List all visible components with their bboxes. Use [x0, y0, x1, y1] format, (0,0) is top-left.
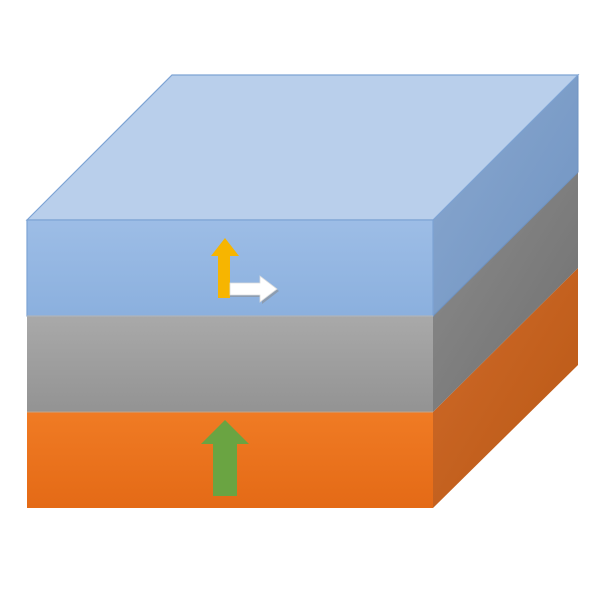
middle-layer-side-face: [433, 172, 578, 412]
arrow-up-icon: [211, 238, 239, 298]
arrow-right-icon: [229, 275, 278, 303]
middle-layer-front-face: [27, 316, 433, 412]
bottom-layer-side-face: [433, 268, 578, 508]
arrow-up-icon: [201, 420, 249, 496]
